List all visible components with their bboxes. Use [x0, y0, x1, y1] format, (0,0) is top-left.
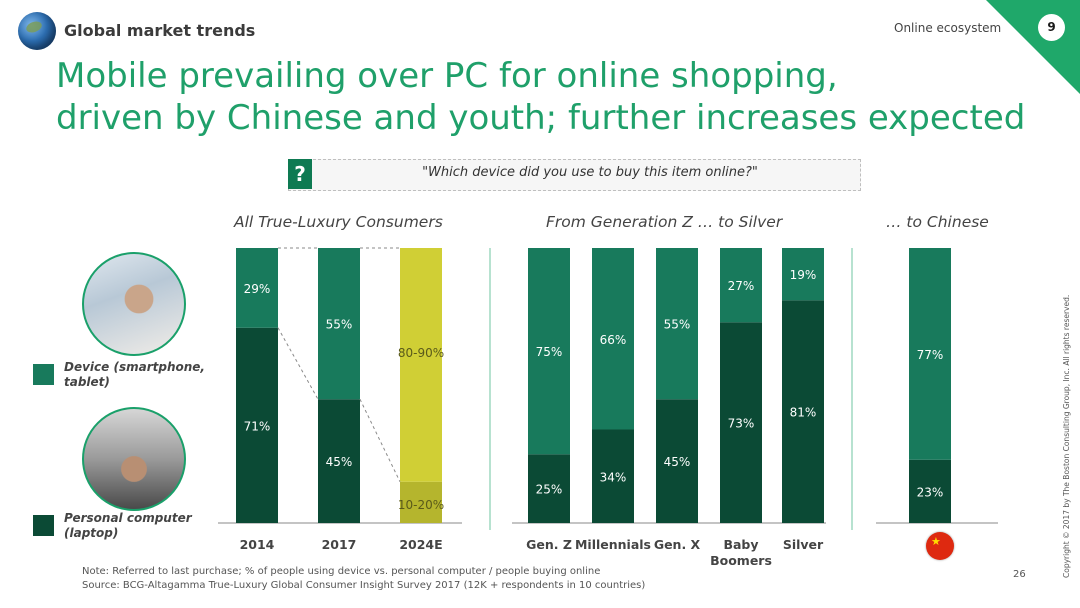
bar-device — [909, 248, 951, 460]
x-tick-label: Baby — [723, 537, 758, 552]
corner-decoration — [986, 0, 1080, 94]
section-number-badge: 9 — [1038, 14, 1065, 41]
x-tick-label: Gen. X — [654, 537, 701, 552]
question-mark-icon: ? — [288, 159, 312, 189]
bar-pc — [400, 481, 442, 523]
bar-pc — [236, 327, 278, 523]
x-tick-label: Silver — [783, 537, 824, 552]
bar-pc — [318, 399, 360, 523]
bar-device — [720, 248, 762, 323]
x-tick-label: Gen. Z — [526, 537, 572, 552]
footnote: Note: Referred to last purchase; % of pe… — [82, 566, 601, 577]
data-label-device: 66% — [600, 333, 627, 347]
legend-pc-label: Personal computer (laptop) — [64, 511, 192, 541]
source-note: Source: BCG-Altagamma True-Luxury Global… — [82, 580, 646, 591]
legend-device-label: Device (smartphone, tablet) — [64, 360, 205, 390]
bar-pc — [720, 322, 762, 523]
data-label-pc: 25% — [536, 483, 563, 497]
data-label-device: 55% — [664, 318, 691, 332]
legend-pc-swatch — [33, 515, 54, 536]
bar-device — [528, 248, 570, 455]
data-label-pc: 23% — [917, 485, 944, 499]
data-label-device: 80-90% — [398, 346, 444, 360]
data-label-device: 75% — [536, 345, 563, 359]
x-tick-label: Millennials — [575, 537, 651, 552]
legend-pc-line-2: (laptop) — [64, 526, 119, 540]
bar-pc — [528, 454, 570, 523]
data-label-device: 27% — [728, 279, 755, 293]
x-tick-label: 2014 — [240, 537, 275, 552]
trend-connector — [277, 327, 319, 400]
page-title-line-1: Mobile prevailing over PC for online sho… — [56, 56, 838, 96]
data-label-device: 29% — [244, 282, 271, 296]
data-label-pc: 10-20% — [398, 498, 444, 512]
legend-device-swatch — [33, 364, 54, 385]
bar-device — [656, 248, 698, 400]
laptop-user-photo — [82, 407, 186, 511]
bar-device — [592, 248, 634, 430]
x-tick-label: 2017 — [322, 537, 357, 552]
group-title-all: All True-Luxury Consumers — [234, 213, 443, 231]
section-brand: Global market trends — [64, 21, 256, 40]
bar-device — [400, 248, 442, 482]
bar-pc — [592, 429, 634, 523]
page-title-line-2: driven by Chinese and youth; further inc… — [56, 98, 1026, 138]
bar-device — [236, 248, 278, 328]
legend-device-line-2: tablet) — [64, 375, 110, 389]
trend-connector — [359, 399, 401, 482]
data-label-device: 77% — [917, 348, 944, 362]
data-label-pc: 45% — [664, 455, 691, 469]
data-label-pc: 71% — [244, 419, 271, 433]
bar-pc — [909, 459, 951, 523]
legend-device-line-1: Device (smartphone, — [64, 360, 205, 374]
globe-logo-icon — [18, 12, 56, 50]
group-title-chinese: … to Chinese — [886, 213, 989, 231]
legend-pc-line-1: Personal computer — [64, 511, 192, 525]
data-label-device: 19% — [790, 268, 817, 282]
page-number: 26 — [1013, 569, 1026, 580]
section-label: Online ecosystem — [894, 21, 1002, 35]
x-tick-label: Boomers — [710, 553, 772, 568]
bar-device — [318, 248, 360, 400]
bar-pc — [656, 399, 698, 523]
data-label-pc: 45% — [326, 455, 353, 469]
group-title-generations: From Generation Z … to Silver — [546, 213, 783, 231]
data-label-pc: 81% — [790, 406, 817, 420]
smartphone-user-photo — [82, 252, 186, 356]
x-tick-label: 2024E — [399, 537, 442, 552]
copyright-notice: Copyright © 2017 by The Boston Consultin… — [1062, 294, 1071, 578]
china-flag-icon: ★ — [926, 532, 954, 560]
bar-device — [782, 248, 824, 301]
survey-question: "Which device did you use to buy this it… — [422, 165, 758, 180]
bar-pc — [782, 300, 824, 523]
data-label-pc: 34% — [600, 470, 627, 484]
data-label-device: 55% — [326, 318, 353, 332]
data-label-pc: 73% — [728, 417, 755, 431]
